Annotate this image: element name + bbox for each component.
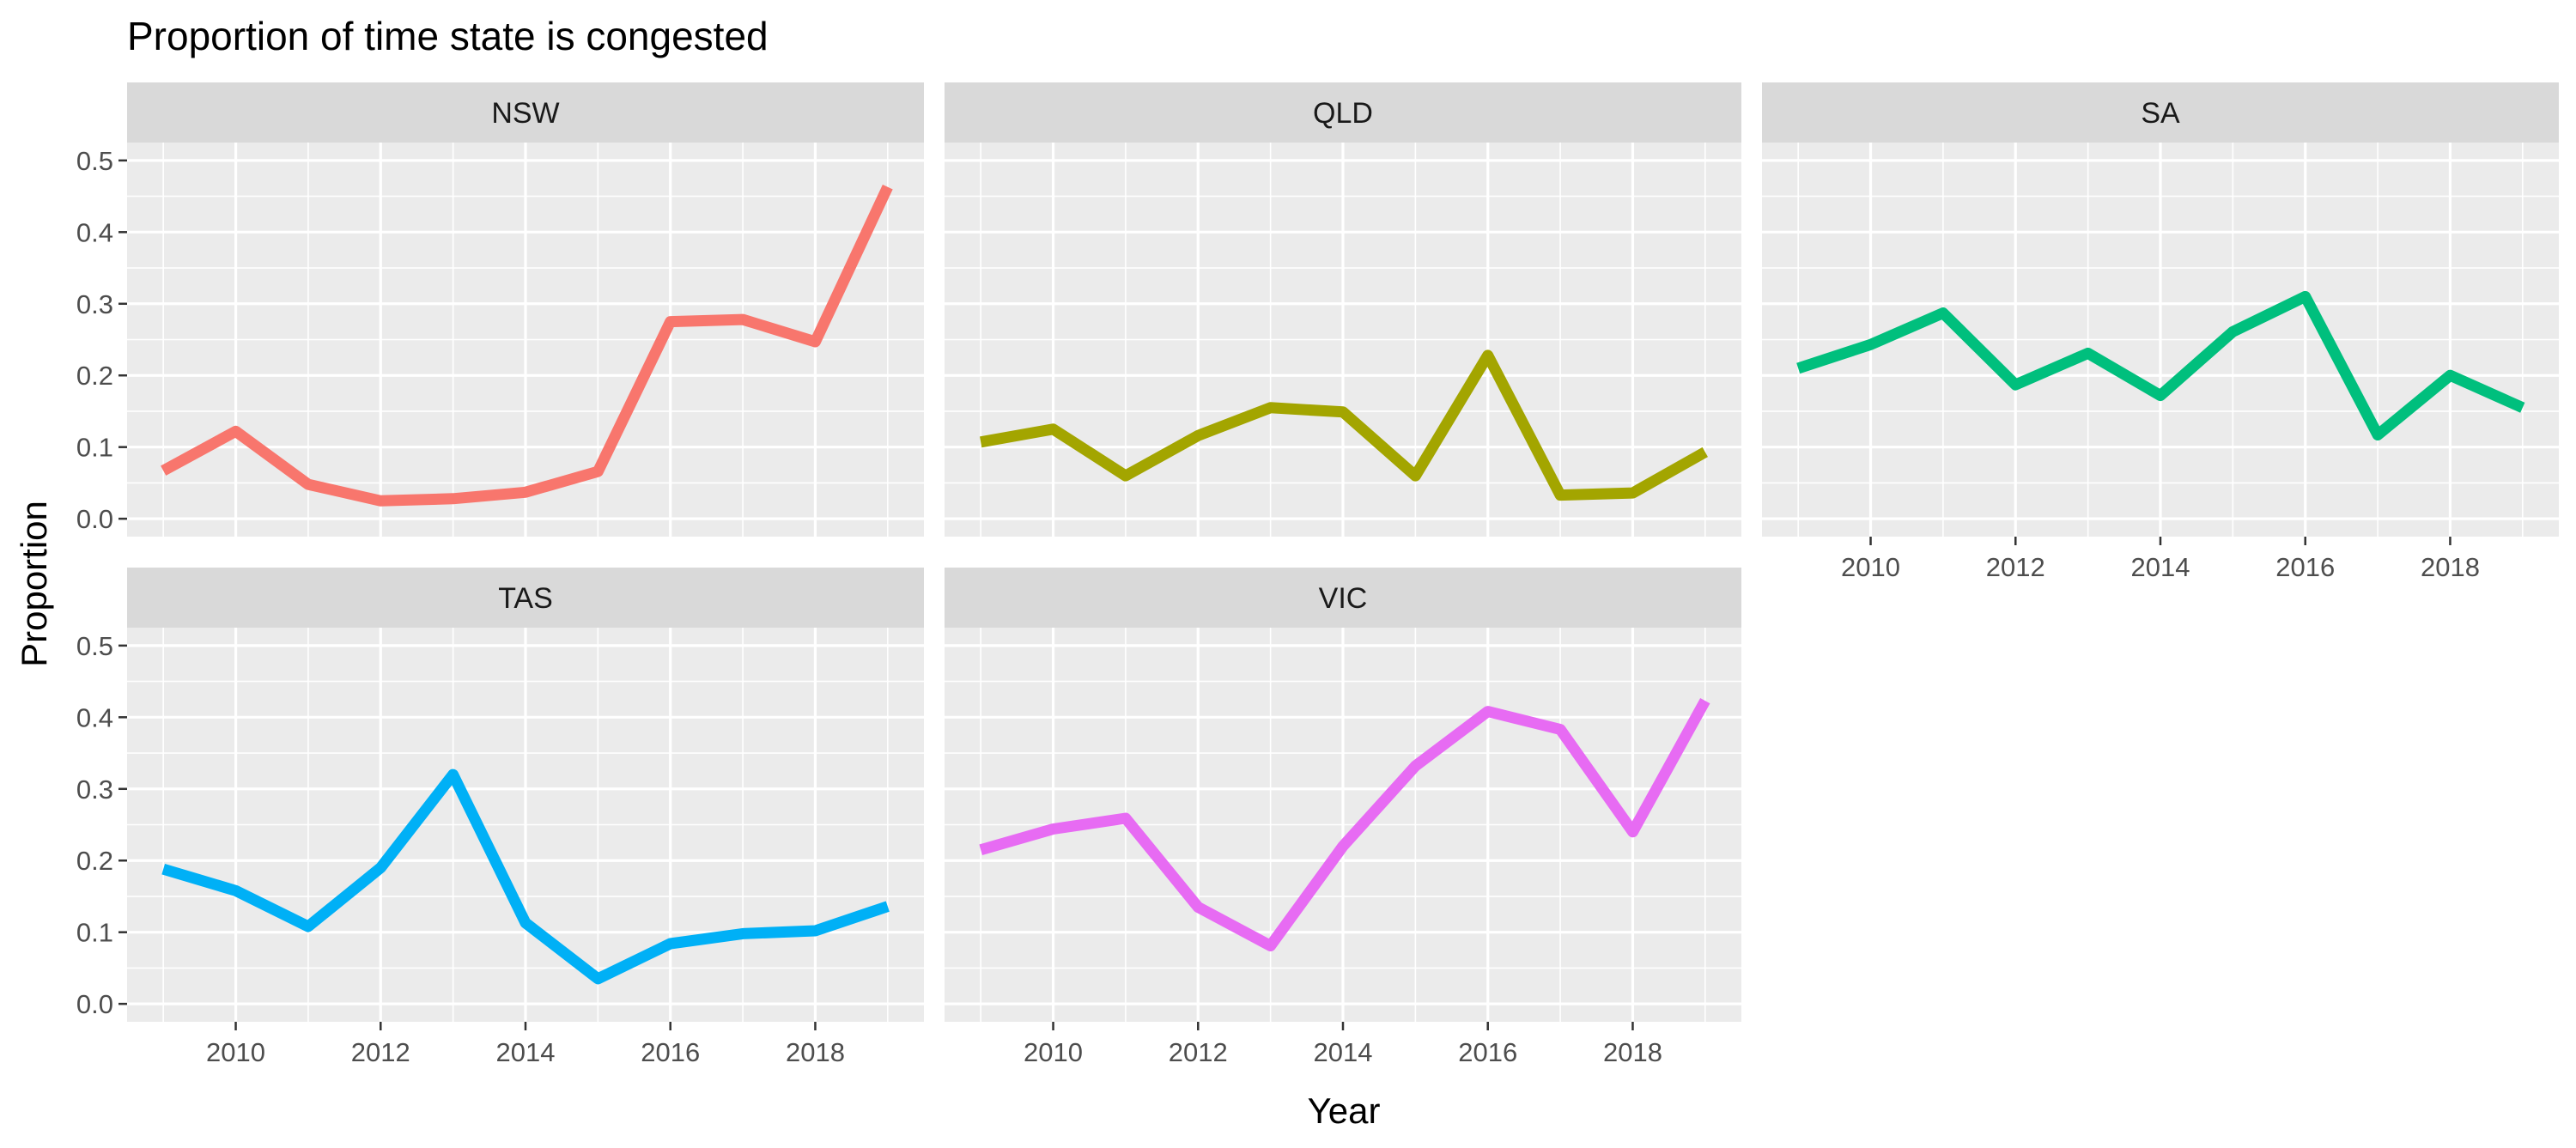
facet-tas: TAS 0.0 0.1 0.2 0.3 0.4 0.5 2010 2012 2014 2016 201… [76,568,924,1067]
y-tick-label: 0.1 [76,918,113,948]
x-axis-title: Year [1308,1090,1381,1131]
series-line-nsw [161,184,893,507]
facet-strip [127,568,924,628]
x-tick-label: 2012 [1169,1037,1228,1067]
facet-sa: SA 2010 2012 2014 2016 2018 [1762,82,2559,582]
y-tick-label: 0.4 [76,702,113,732]
facet-vic: VIC 2010 2012 2014 2016 2018 [945,568,1741,1067]
x-tick-label: 2016 [641,1037,700,1067]
x-tick-label: 2014 [2131,552,2190,582]
x-tick-label: 2016 [1458,1037,1517,1067]
facet-strip-label: SA [2141,97,2180,130]
y-tick-label: 0.5 [76,631,113,661]
x-tick-label: 2010 [1841,552,1900,582]
facet-strip [945,568,1741,628]
y-tick-label: 0.4 [76,217,113,247]
chart-title: Proportion of time state is congested [127,14,769,58]
facet-strip-label: NSW [491,97,559,130]
y-tick-label: 0.0 [76,989,113,1019]
y-tick-label: 0.3 [76,774,113,805]
x-tick-label: 2018 [1603,1037,1662,1067]
facet-qld: QLD [945,82,1741,537]
series-line-sa [1796,290,2525,440]
y-axis-title: Proportion [14,501,54,667]
x-tick-label: 2012 [351,1037,410,1067]
y-tick-label: 0.2 [76,361,113,391]
facet-strip-label: VIC [1319,582,1368,615]
y-tick-label: 0.2 [76,846,113,876]
x-tick-label: 2018 [786,1037,845,1067]
series-line-tas [161,768,890,985]
x-tick-label: 2016 [2275,552,2335,582]
x-tick-label: 2012 [1986,552,2045,582]
facet-strip [945,82,1741,143]
facet-strip [127,82,924,143]
y-tick-label: 0.0 [76,504,113,534]
x-tick-label: 2010 [1024,1037,1083,1067]
x-tick-label: 2018 [2421,552,2480,582]
x-tick-label: 2010 [206,1037,265,1067]
series-line-vic [979,697,1710,951]
facet-nsw: NSW 0.0 0.1 0.2 0.3 0.4 0.5 [76,82,924,537]
y-tick-label: 0.5 [76,146,113,176]
facet-strip [1762,82,2559,143]
x-tick-label: 2014 [496,1037,556,1067]
x-tick-label: 2014 [1314,1037,1373,1067]
series-line-qld [980,349,1708,501]
facet-strip-label: TAS [498,582,553,615]
y-tick-label: 0.1 [76,433,113,463]
facet-strip-label: QLD [1313,97,1373,130]
y-tick-label: 0.3 [76,289,113,319]
facet-panels: NSW 0.0 0.1 0.2 0.3 0.4 0.5 QLD SA 2010 2012 2014 20… [76,82,2559,1067]
